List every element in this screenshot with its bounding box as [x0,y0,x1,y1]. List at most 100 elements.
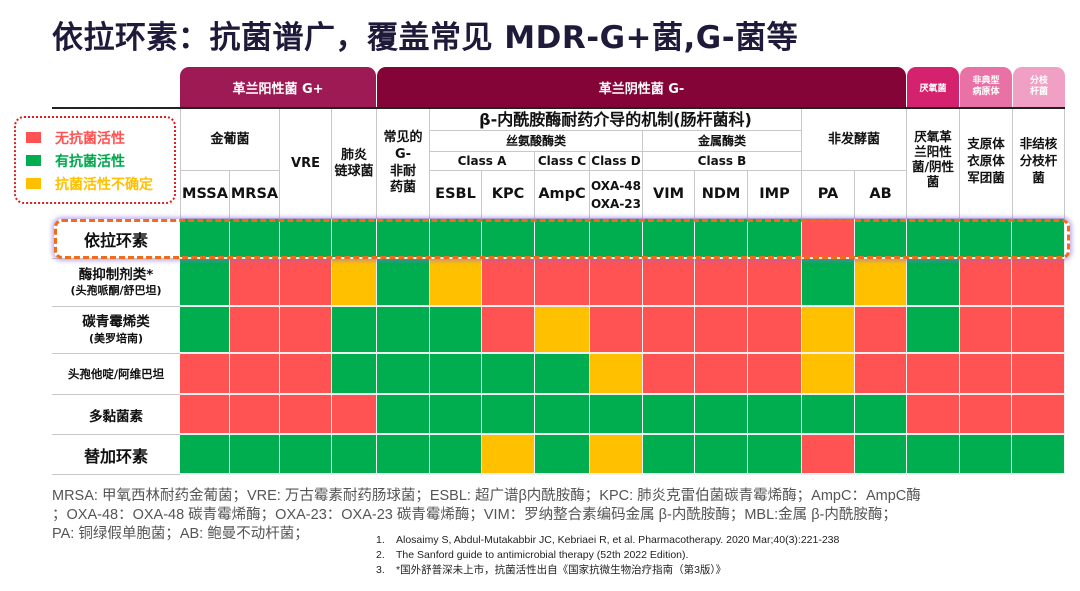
activity-cell [590,307,643,354]
activity-cell [695,307,748,354]
activity-cell [377,354,430,395]
activity-cell [280,219,332,259]
activity-cell [535,354,590,395]
activity-cell [907,259,960,307]
activity-cell [482,219,535,259]
activity-cell [748,395,802,435]
activity-cell [230,435,280,475]
activity-cell [535,435,590,475]
header-class-c-label: Class C [537,153,587,168]
header-gneg-line1: 常见的 [383,129,423,145]
row-label-sub: (美罗培南) [88,331,144,345]
header-class-d-label: Class D [591,153,641,168]
activity-cell [180,435,230,475]
row-label-polymyxin: 多黏菌素 [52,395,180,435]
activity-cell [907,354,960,395]
reference-item: 1. Alosaimy S, Abdul-Mutakabbir JC, Kebri… [376,533,839,548]
header-class-c: Class C [535,152,590,171]
activity-cell [695,435,748,475]
activity-cell [590,435,643,475]
activity-cell [535,307,590,354]
activity-cell [643,435,695,475]
tab-gram-negative: 革兰阴性菌 G- [377,67,906,107]
activity-cell [855,395,907,435]
activity-cell [643,395,695,435]
activity-cell [535,259,590,307]
header-strep-line1: 肺炎 [340,147,367,163]
activity-cell [482,259,535,307]
activity-cell [377,307,430,354]
activity-cell [802,354,855,395]
yellow-swatch-icon [26,178,41,189]
header-strep: 肺炎 链球菌 [332,109,377,219]
reference-text: The Sanford guide to antimicrobial thera… [396,549,689,561]
tab-gram-negative-label: 革兰阴性菌 G- [598,81,685,97]
row-label-caz-avi: 头孢他啶/阿维巴坦 [52,354,180,395]
row-label-text: 酶抑制剂类* [78,266,154,283]
abbreviation-line: PA: 铜绿假单胞菌；AB: 鲍曼不动杆菌； [52,526,309,542]
tab-mycobacteria-line1: 分枝 [1029,76,1048,86]
row-label-tigecycline: 替加环素 [52,435,180,475]
header-ab: AB [855,171,907,219]
row-label-eravacycline: 依拉环素 [52,219,180,259]
row-label-text: 多黏菌素 [89,408,143,425]
header-vre-label: VRE [291,155,320,171]
header-ntm-line3: 菌 [1032,169,1045,185]
header-gneg-line3: 非耐 [389,163,416,179]
header-nonfermenter: 非发酵菌 [802,109,907,171]
header-ntm: 非结核 分枝杆菌 [1013,109,1065,219]
header-staph: 金葡菌 [180,109,280,171]
header-ntm-line1: 非结核 [1019,136,1058,151]
header-esbl: ESBL [430,171,482,219]
activity-cell [430,219,482,259]
activity-cell [907,395,960,435]
activity-cell [332,307,377,354]
activity-cell [695,354,748,395]
activity-cell [1012,259,1065,307]
activity-cell [332,435,377,475]
header-vim: VIM [643,171,695,219]
reference-num: 3. [376,564,385,576]
header-gneg-line2: G- [394,146,412,162]
activity-cell [855,307,907,354]
activity-cell [230,354,280,395]
header-class-b-label: Class B [697,153,747,168]
reference-text: *国外舒普深未上市，抗菌活性出自《国家抗微生物治疗指南（第3版）》 [396,564,727,576]
activity-cell [960,435,1012,475]
activity-cell [535,395,590,435]
activity-cell [695,395,748,435]
header-nonfermenter-label: 非发酵菌 [827,131,880,147]
reference-text: Alosaimy S, Abdul-Mutakabbir JC, Kebriae… [396,534,840,546]
activity-cell [960,219,1012,259]
activity-cell [1012,219,1065,259]
activity-cell [430,435,482,475]
activity-cell [280,259,332,307]
header-anaerobe-line1: 厌氧革 [914,129,952,144]
activity-cell [907,219,960,259]
reference-item: 3. *国外舒普深未上市，抗菌活性出自《国家抗微生物治疗指南（第3版）》 [376,563,839,578]
activity-cell [960,259,1012,307]
activity-cell [907,435,960,475]
activity-cell [802,435,855,475]
activity-cell [535,219,590,259]
activity-cell [1012,354,1065,395]
activity-cell [643,219,695,259]
reference-num: 1. [376,534,385,546]
activity-cell [230,219,280,259]
header-class-b: Class B [643,152,802,171]
header-metallo: 金属酶类 [643,131,802,152]
header-class-a-label: Class A [457,153,507,168]
header-ampc: AmpC [535,171,590,219]
row-label-sub: (头孢哌酮/舒巴坦) [70,284,162,298]
activity-cell [430,395,482,435]
references: 1. Alosaimy S, Abdul-Mutakabbir JC, Kebri… [376,533,839,578]
activity-cell [590,354,643,395]
legend-label: 有抗菌活性 [55,153,125,170]
abbreviation-line: ；OXA-48：OXA-48 碳青霉烯酶；OXA-23：OXA-23 碳青霉烯酶… [52,507,897,523]
header-gneg-line4: 药菌 [389,180,416,196]
header-anaerobe-line3: 菌/阴性 [911,159,955,174]
header-beta-lactamase: β-内酰胺酶耐药介导的机制(肠杆菌科) [430,109,802,131]
activity-cell [430,259,482,307]
header-atypical-line2: 衣原体 [967,152,1005,168]
header-ampc-label: AmpC [538,185,586,202]
